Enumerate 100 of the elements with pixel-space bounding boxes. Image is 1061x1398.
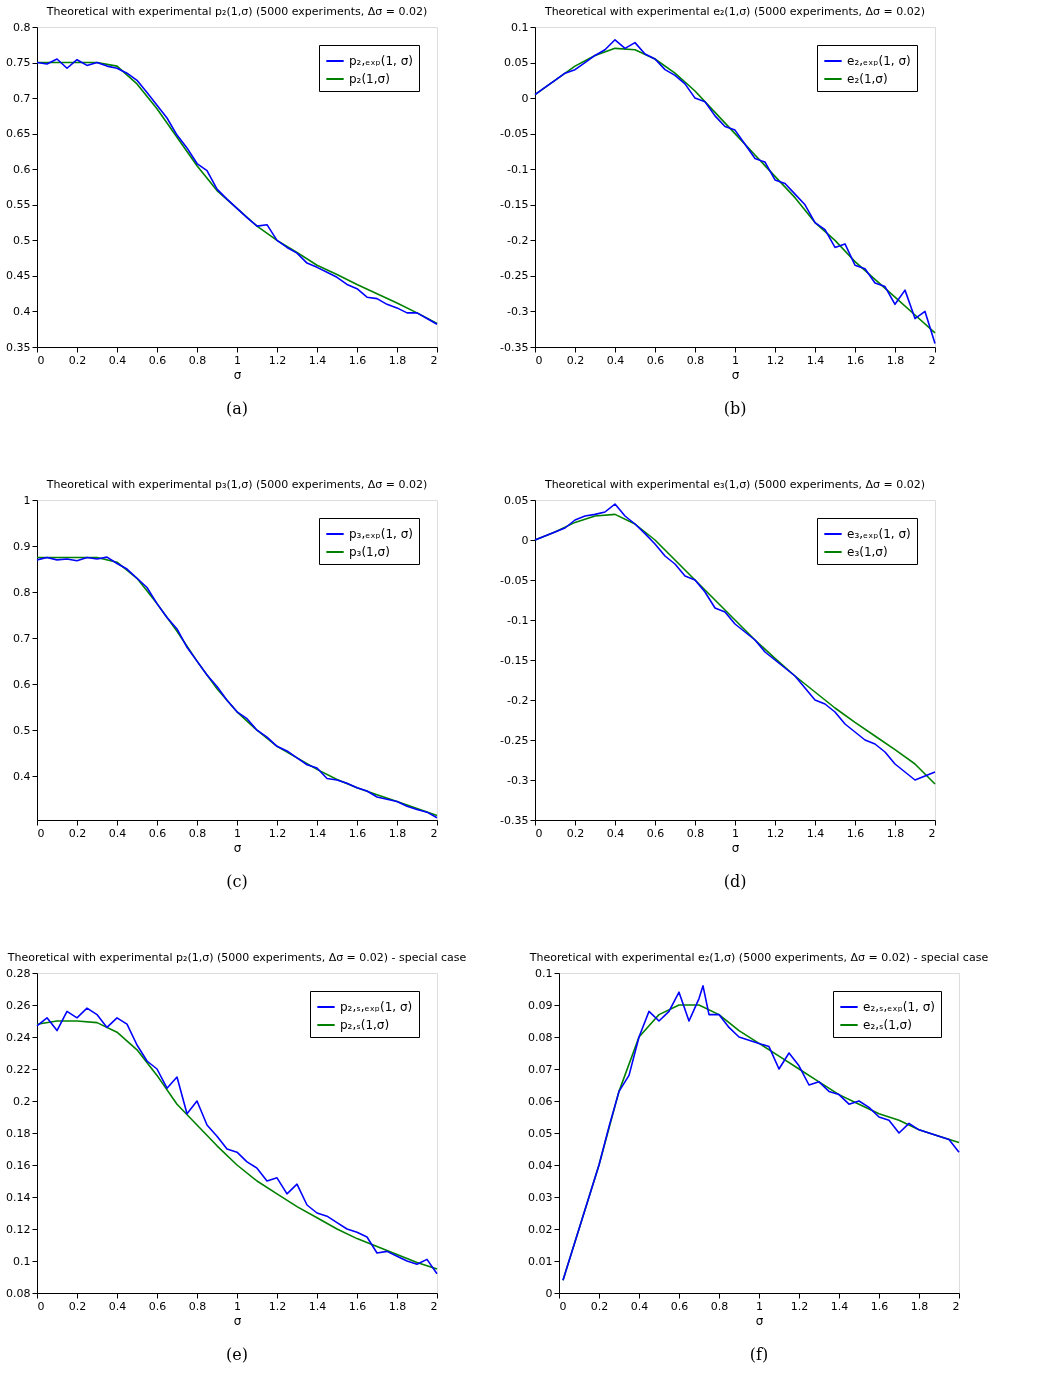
y-tick-label: 0.5 [13,723,31,737]
x-tick-label: 1.2 [766,826,785,840]
x-tick-label: 1.4 [308,826,327,840]
y-tick-label: 0.07 [528,1062,553,1076]
y-tick-label: 0.4 [13,304,31,318]
y-tick-label: 0.16 [6,1158,31,1172]
x-tick-label: 1.8 [388,826,407,840]
y-tick-label: -0.05 [500,573,529,587]
y-tick-label: -0.35 [500,340,529,354]
y-tick-label: 0.6 [13,162,31,176]
x-tick-label: 1 [756,1299,763,1313]
x-tick-label: 1.4 [830,1299,849,1313]
y-tick-label: 0.4 [13,769,31,783]
x-axis-title: σ [233,840,242,855]
chart-title: Theoretical with experimental p₂(1,σ) (5000 experiments, Δσ = 0.02) - special case [6,951,467,964]
y-tick-label: 0.1 [511,20,529,34]
x-tick-label: 2 [430,1299,438,1313]
y-tick-label: 0.01 [528,1254,553,1268]
text: (c) [226,872,248,891]
y-tick-label: 0 [545,1286,553,1300]
chart-title: Theoretical with experimental p₂(1,σ) (5000 experiments, Δσ = 0.02) [45,5,428,18]
x-tick-label: 2 [928,353,936,367]
x-tick-label: 0.6 [646,353,665,367]
legend-label: e₃,ₑₓₚ(1, σ) [847,527,911,541]
x-tick-label: 1 [234,1299,241,1313]
legend-label: e₂,ₛ(1,σ) [863,1018,912,1032]
y-tick-label: -0.3 [507,304,529,318]
y-tick-label: 0.75 [6,56,31,70]
x-tick-label: 0.6 [148,1299,167,1313]
y-tick-label: 0.08 [528,1030,553,1044]
y-tick-label: 0 [521,91,529,105]
y-tick-label: 0.35 [6,340,31,354]
y-tick-label: 0.1 [13,1254,31,1268]
x-tick-label: 0.4 [108,826,127,840]
y-tick-label: 0.08 [6,1286,31,1300]
text: (e) [226,1345,248,1364]
y-tick-label: -0.3 [507,773,529,787]
y-tick-label: -0.35 [500,813,529,827]
x-tick-label: 1.2 [268,353,287,367]
y-tick-label: -0.2 [507,233,529,247]
x-tick-label: 1.4 [806,353,825,367]
y-tick-label: 0.6 [13,677,31,691]
text: (f) [749,1345,769,1364]
x-tick-label: 0.8 [686,826,705,840]
y-tick-label: 0.8 [13,585,31,599]
y-tick-label: -0.05 [500,127,529,141]
x-tick-label: 0.8 [188,353,207,367]
text: (a) [225,399,249,418]
legend-label: e₃(1,σ) [847,545,888,559]
y-tick-label: 0.65 [6,127,31,141]
legend-label: p₃,ₑₓₚ(1, σ) [349,527,413,541]
y-tick-label: -0.2 [507,693,529,707]
x-tick-label: 0.6 [670,1299,689,1313]
x-tick-label: 1.2 [268,826,287,840]
x-tick-label: 0.6 [148,826,167,840]
x-tick-label: 1.8 [886,353,905,367]
x-axis-title: σ [233,367,242,382]
x-tick-label: 0.4 [108,353,127,367]
y-tick-label: 0.03 [528,1190,553,1204]
x-tick-label: 1.8 [388,353,407,367]
x-axis-title: σ [233,1313,242,1328]
x-tick-label: 0.2 [68,353,87,367]
x-tick-label: 1 [234,826,241,840]
y-tick-label: 0.8 [13,20,31,34]
x-tick-label: 1.8 [910,1299,929,1313]
y-tick-label: 0.04 [528,1158,553,1172]
x-tick-label: 2 [430,826,438,840]
x-tick-label: 0.2 [590,1299,609,1313]
y-tick-label: 0.1 [535,966,553,980]
x-tick-label: 0.2 [68,1299,87,1313]
x-tick-label: 1.8 [886,826,905,840]
chart-title: Theoretical with experimental e₂(1,σ) (5000 experiments, Δσ = 0.02) [543,5,926,18]
y-tick-label: 0.06 [528,1094,553,1108]
x-tick-label: 0.8 [686,353,705,367]
y-tick-label: 0.55 [6,198,31,212]
x-tick-label: 1.6 [846,826,865,840]
x-tick-label: 1.8 [388,1299,407,1313]
y-tick-label: 0.05 [528,1126,553,1140]
text: (d) [723,872,747,891]
x-tick-label: 0.8 [188,826,207,840]
y-tick-label: 0.28 [6,966,31,980]
y-tick-label: -0.1 [507,162,529,176]
x-axis-title: σ [731,367,740,382]
legend-label: e₂,ₛ,ₑₓₚ(1, σ) [863,1000,935,1014]
x-tick-label: 0.4 [606,353,625,367]
chart-title: Theoretical with experimental p₃(1,σ) (5000 experiments, Δσ = 0.02) [45,478,428,491]
legend-label: p₃(1,σ) [349,545,390,559]
x-tick-label: 1 [732,826,739,840]
legend-label: p₂,ₛ,ₑₓₚ(1, σ) [340,1000,413,1014]
y-tick-label: 0.22 [6,1062,31,1076]
y-tick-label: -0.1 [507,613,529,627]
x-tick-label: 1.4 [308,1299,327,1313]
y-tick-label: -0.25 [500,269,529,283]
y-tick-label: 0 [521,533,529,547]
y-tick-label: 0.09 [528,998,553,1012]
x-tick-label: 1 [732,353,739,367]
legend-label: p₂,ₑₓₚ(1, σ) [349,54,413,68]
y-tick-label: 0.05 [504,56,529,70]
y-tick-label: 0.9 [13,539,31,553]
x-tick-label: 0.2 [566,826,585,840]
